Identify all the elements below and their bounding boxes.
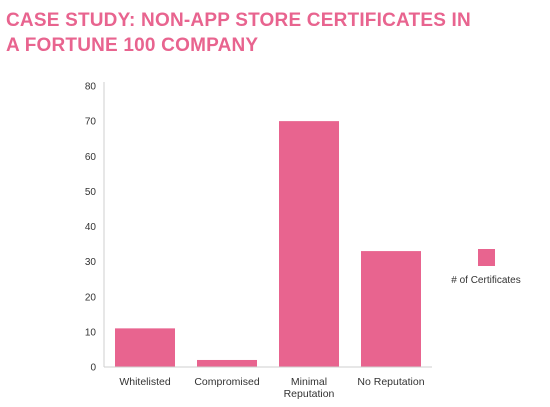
y-tick-label: 0 [90, 363, 96, 374]
y-tick-label: 70 [85, 117, 97, 128]
y-tick-label: 60 [85, 152, 97, 163]
y-tick-label: 20 [85, 292, 97, 303]
x-tick-label: Whitelisted [119, 376, 171, 388]
bar [115, 328, 175, 367]
axes [103, 82, 432, 368]
chart-title-line-2: A FORTUNE 100 COMPANY [6, 35, 259, 56]
x-tick-label: No Reputation [357, 376, 424, 388]
y-axis-ticks: 0 10 20 30 40 50 60 70 80 [85, 82, 97, 374]
x-tick-label: Minimal [291, 376, 327, 388]
bar [279, 121, 339, 367]
bar [197, 359, 257, 367]
bars [115, 121, 421, 367]
legend: # of Certificates [451, 249, 521, 286]
y-tick-label: 50 [85, 187, 97, 198]
bar [361, 251, 421, 367]
legend-label: # of Certificates [451, 275, 520, 286]
x-tick-label: Compromised [194, 376, 260, 388]
y-tick-label: 10 [85, 327, 97, 338]
y-tick-label: 30 [85, 257, 97, 268]
y-tick-label: 80 [85, 82, 97, 93]
y-tick-label: 40 [85, 222, 97, 233]
legend-swatch [478, 249, 495, 266]
chart-title: CASE STUDY: NON-APP STORE CERTIFICATES I… [6, 8, 526, 58]
chart-title-line-1: CASE STUDY: NON-APP STORE CERTIFICATES I… [6, 10, 471, 31]
x-tick-label: Reputation [284, 388, 335, 400]
